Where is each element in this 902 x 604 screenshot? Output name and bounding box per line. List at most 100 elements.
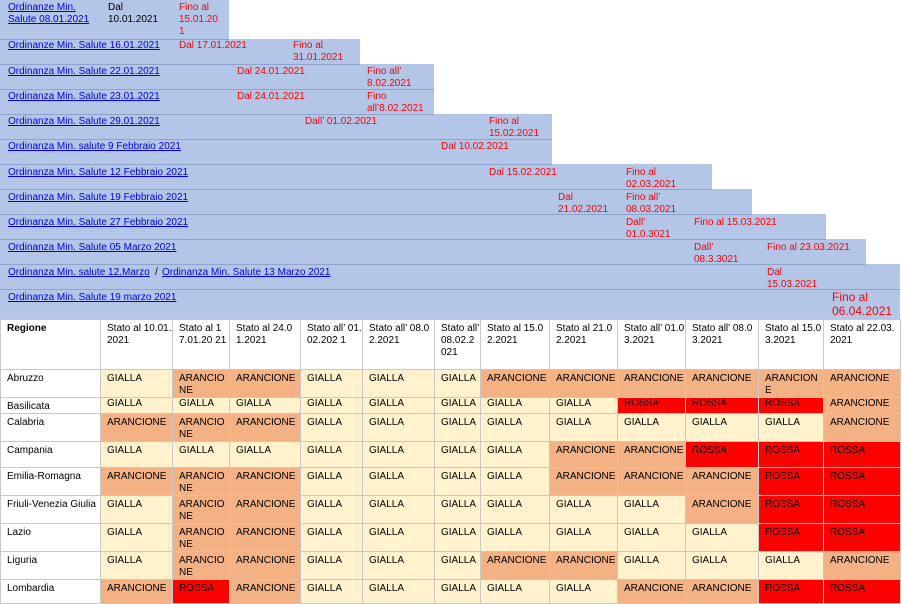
validity-date: Fino al: [832, 290, 869, 304]
region-name: Emilia-Romagna: [0, 467, 101, 496]
zone-status-cell: GIALLA: [100, 523, 173, 552]
zone-status-cell: GIALLA: [300, 551, 363, 580]
ordinance-link[interactable]: Ordinanze Min. Salute 16.01.2021: [8, 40, 160, 51]
ordinance-link[interactable]: Ordinanza Min. salute 12.Marzo: [8, 267, 150, 278]
validity-date: Dal: [767, 267, 783, 278]
validity-date: Fino al: [489, 116, 520, 127]
validity-date: Fino: [367, 91, 387, 102]
ordinance-link[interactable]: Ordinanza Min. Salute 29.01.2021: [8, 116, 160, 127]
ordinance-link[interactable]: Ordinanza Min. Salute 13 Marzo 2021: [162, 267, 331, 278]
zone-status-cell: GIALLA: [434, 579, 481, 604]
zone-status-cell: GIALLA: [362, 397, 435, 414]
zone-status-cell: GIALLA: [300, 579, 363, 604]
band-divider: [0, 189, 712, 190]
ordinance-link[interactable]: Ordinanza Min. Salute 19 marzo 2021: [8, 292, 177, 303]
validity-date: Fino al: [293, 40, 324, 51]
zone-status-cell: ARANCIONE: [685, 579, 759, 604]
ordinance-band: [0, 264, 900, 289]
zone-status-cell: GIALLA: [434, 369, 481, 398]
zone-status-cell: ARANCIONE: [549, 441, 618, 468]
zone-status-cell: GIALLA: [685, 523, 759, 552]
zone-status-cell: GIALLA: [480, 467, 550, 496]
zone-status-cell: GIALLA: [362, 413, 435, 442]
zone-status-cell: GIALLA: [300, 467, 363, 496]
validity-date: Dal 24.01.2021: [237, 91, 305, 102]
ordinance-link[interactable]: Ordinanza Min. salute 9 Febbraio 2021: [8, 141, 181, 152]
region-name: Lazio: [0, 523, 101, 552]
zone-status-cell: ARANCIONE: [685, 495, 759, 524]
zone-status-cell: ROSSA: [823, 523, 901, 552]
zone-status-cell: GIALLA: [300, 495, 363, 524]
zone-status-cell: ARANCIONE: [229, 467, 301, 496]
ordinance-link[interactable]: Ordinanza Min. Salute 05 Marzo 2021: [8, 242, 177, 253]
zone-status-cell: ARANCIONE: [229, 369, 301, 398]
zone-status-cell: GIALLA: [362, 467, 435, 496]
validity-date: Fino all’: [626, 192, 661, 203]
zone-status-cell: ROSSA: [685, 397, 759, 414]
band-divider: [0, 139, 552, 140]
zone-status-cell: GIALLA: [100, 551, 173, 580]
zone-status-cell: GIALLA: [300, 369, 363, 398]
ordinance-band: [0, 239, 866, 264]
region-name: Calabria: [0, 413, 101, 442]
zone-status-cell: GIALLA: [172, 397, 230, 414]
validity-date: Dall’: [626, 217, 646, 228]
validity-date: Dal 17.01.2021: [179, 40, 247, 51]
band-divider: [0, 64, 360, 65]
regions-table: Regione Stato al 10.01.2021 Stato al 17.01…: [0, 319, 901, 604]
validity-date: Dal 15.02.2021: [489, 167, 557, 178]
zone-status-cell: ROSSA: [617, 397, 686, 414]
zone-status-cell: GIALLA: [434, 413, 481, 442]
zone-status-cell: GIALLA: [362, 551, 435, 580]
ordinance-link[interactable]: Ordinanza Min. Salute 27 Febbraio 2021: [8, 217, 189, 228]
ordinance-link[interactable]: Ordinanza Min. Salute 19 Febbraio 2021: [8, 192, 189, 203]
validity-date: 15.02.2021: [489, 128, 540, 139]
zone-status-cell: GIALLA: [300, 397, 363, 414]
region-name: Basilicata: [0, 397, 101, 414]
zone-status-cell: ARANCIONE: [229, 523, 301, 552]
zone-status-cell: ROSSA: [823, 579, 901, 604]
ordinance-link[interactable]: Ordinanze Min.: [8, 2, 76, 13]
ordinance-band: [0, 64, 434, 89]
zone-status-cell: GIALLA: [362, 523, 435, 552]
zone-status-cell: ARANCIONE: [823, 369, 901, 398]
ordinance-link[interactable]: Ordinanza Min. Salute 22.01.2021: [8, 66, 160, 77]
header-state-date: Stato all’ 08.02.2021: [362, 319, 435, 370]
ordinance-link[interactable]: Salute 08.01.2021: [8, 14, 90, 25]
header-state-date: Stato al 21.02.2021: [549, 319, 618, 370]
zone-status-cell: ROSSA: [172, 579, 230, 604]
zone-status-cell: ARANCIONE: [172, 551, 230, 580]
band-divider: [0, 289, 900, 290]
validity-date: 8.02.2021: [367, 78, 412, 89]
zone-status-cell: ROSSA: [758, 441, 824, 468]
zone-status-cell: GIALLA: [617, 523, 686, 552]
zone-status-cell: ARANCIONE: [229, 495, 301, 524]
validity-date: Fino all’: [367, 66, 402, 77]
validity-date: 15.01.20: [179, 14, 218, 25]
zone-status-cell: GIALLA: [300, 523, 363, 552]
ordinance-link[interactable]: Ordinanza Min. Salute 23.01.2021: [8, 91, 160, 102]
zone-status-cell: ROSSA: [758, 495, 824, 524]
ordinance-text: 10.01.2021: [108, 14, 159, 25]
table-header-row: Regione Stato al 10.01.2021 Stato al 17.01…: [0, 319, 901, 370]
ordinance-link[interactable]: Ordinanza Min. Salute 12 Febbraio 2021: [8, 167, 189, 178]
zone-status-cell: GIALLA: [758, 413, 824, 442]
header-state-date: Stato all’ 01.02.202 1: [300, 319, 363, 370]
ordinance-text: Dal: [108, 2, 124, 13]
validity-date: 01.0.3021: [626, 229, 671, 240]
zone-status-cell: GIALLA: [362, 495, 435, 524]
table-row: Abruzzo GIALLA ARANCIONE ARANCIONE GIALLA GIA…: [0, 369, 901, 398]
zone-status-cell: GIALLA: [434, 495, 481, 524]
zone-status-cell: GIALLA: [229, 397, 301, 414]
validity-date: 1: [179, 26, 185, 37]
zone-status-cell: ARANCIONE: [823, 413, 901, 442]
validity-date: Fino al: [179, 2, 210, 13]
zone-status-cell: GIALLA: [480, 579, 550, 604]
zone-status-cell: ROSSA: [758, 579, 824, 604]
validity-date: Dal 24.01.2021: [237, 66, 305, 77]
zone-status-cell: GIALLA: [300, 413, 363, 442]
validity-date: all’8.02.2021: [367, 103, 424, 114]
zone-status-cell: ARANCIONE: [172, 523, 230, 552]
zone-status-cell: ROSSA: [823, 467, 901, 496]
region-name: Lombardia: [0, 579, 101, 604]
